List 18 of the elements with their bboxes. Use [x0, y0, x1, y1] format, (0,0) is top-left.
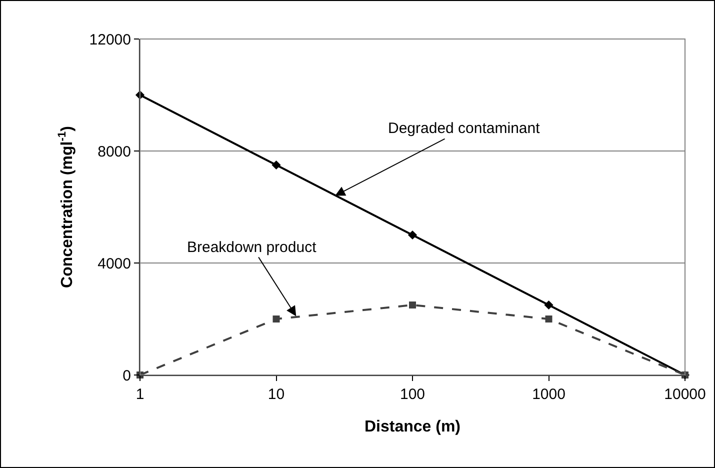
- x-tick-label: 1000: [532, 386, 566, 403]
- x-axis-title: Distance (m): [364, 418, 461, 436]
- annotation: Degraded contaminant: [388, 120, 541, 137]
- point: [272, 160, 281, 170]
- y-tick-label: 0: [122, 367, 131, 384]
- point: [272, 316, 280, 322]
- x-tick-label: 10000: [664, 386, 706, 403]
- annotation: Breakdown product: [187, 239, 318, 256]
- point: [409, 302, 416, 308]
- x-tick-label: 100: [400, 386, 426, 403]
- point: [544, 300, 554, 310]
- y-tick-label: 8000: [98, 143, 131, 160]
- point: [408, 230, 418, 240]
- y-tick-label: 4000: [98, 255, 131, 272]
- x-tick-label: 1: [136, 386, 144, 403]
- x-tick-label: 10: [268, 386, 285, 403]
- y-tick-label: 12000: [89, 31, 131, 48]
- point: [545, 316, 552, 322]
